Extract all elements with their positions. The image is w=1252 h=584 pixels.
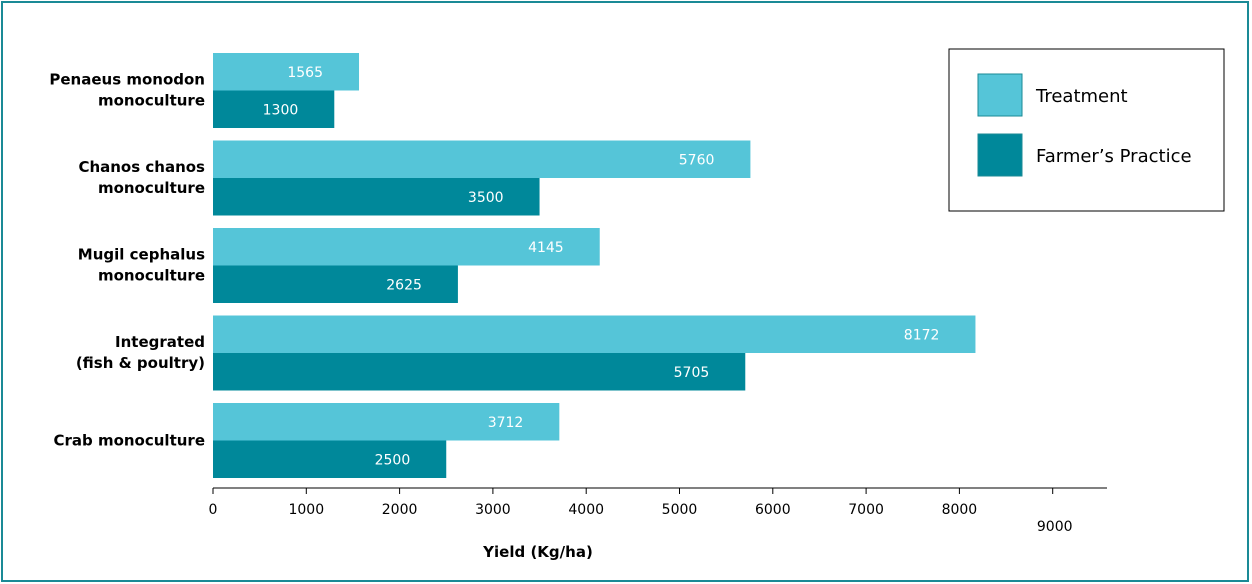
x-axis: 0 1000 2000 3000 4000 5000 6000 7000 8000 9000 (209, 487, 1107, 535)
category-label-4-line-0: Crab monoculture (53, 432, 205, 450)
legend-box (948, 48, 1225, 212)
value-label-treatment-4: 3712 (488, 415, 524, 431)
legend-swatch-farmers-practice (977, 133, 1023, 177)
legend-swatch-treatment (977, 73, 1023, 117)
bar-farmers-practice-4 (213, 440, 447, 478)
value-label-farmers-practice-2: 2625 (386, 277, 422, 293)
x-tick-label-8000: 8000 (942, 502, 978, 518)
bar-farmers-practice-3 (213, 353, 746, 391)
category-label-2-line-0: Mugil cephalus (78, 246, 205, 264)
category-label-1-line-0: Chanos chanos (78, 158, 205, 176)
x-tick-label-4000: 4000 (568, 502, 604, 518)
value-label-farmers-practice-0: 1300 (263, 102, 299, 118)
x-tick-label-0: 0 (209, 502, 218, 518)
x-tick-label-1000: 1000 (288, 502, 324, 518)
bar-treatment-0 (213, 53, 360, 91)
bar-treatment-1 (213, 140, 751, 178)
category-label-2-line-1: monoculture (98, 267, 205, 285)
bars-group (213, 53, 976, 478)
value-label-treatment-0: 1565 (287, 65, 323, 81)
value-label-treatment-2: 4145 (528, 240, 564, 256)
bar-treatment-4 (213, 403, 560, 441)
value-label-treatment-1: 5760 (679, 152, 715, 168)
x-axis-title: Yield (Kg/ha) (482, 543, 593, 561)
category-label-0-line-1: monoculture (98, 92, 205, 110)
legend-label-farmers-practice: Farmer’s Practice (1036, 146, 1192, 167)
x-tick-label-9000: 9000 (1037, 519, 1073, 535)
x-tick-label-6000: 6000 (755, 502, 791, 518)
category-labels-group: Penaeus monodon monoculture Chanos chanos m… (49, 71, 205, 450)
bar-farmers-practice-0 (213, 90, 335, 128)
category-label-3-line-0: Integrated (115, 333, 205, 351)
value-label-farmers-practice-3: 5705 (674, 365, 710, 381)
value-label-treatment-3: 8172 (904, 327, 940, 343)
x-tick-label-7000: 7000 (848, 502, 884, 518)
legend: Treatment Farmer’s Practice (948, 48, 1225, 212)
bar-treatment-2 (213, 228, 600, 266)
value-label-farmers-practice-1: 3500 (468, 190, 504, 206)
x-tick-label-3000: 3000 (475, 502, 511, 518)
bar-treatment-3 (213, 315, 976, 353)
category-label-0-line-0: Penaeus monodon (49, 71, 205, 89)
bar-farmers-practice-1 (213, 178, 540, 216)
value-label-farmers-practice-4: 2500 (375, 452, 411, 468)
category-label-1-line-1: monoculture (98, 179, 205, 197)
x-tick-label-5000: 5000 (662, 502, 698, 518)
x-tick-label-2000: 2000 (382, 502, 418, 518)
legend-label-treatment: Treatment (1035, 86, 1128, 107)
bar-farmers-practice-2 (213, 265, 458, 303)
category-label-3-line-1: (fish & poultry) (76, 354, 205, 372)
value-labels-group: 1565 1300 5760 3500 4145 2625 8172 5705 3712 2500 (263, 65, 940, 469)
